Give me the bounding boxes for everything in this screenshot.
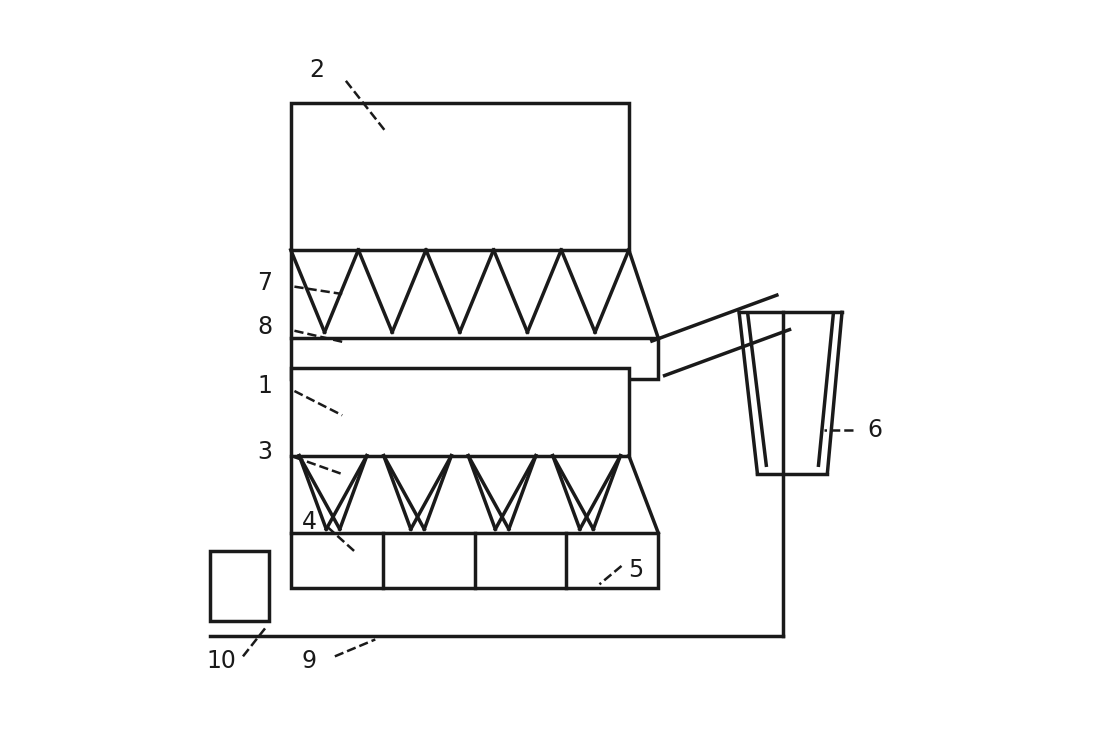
Bar	[290, 338, 659, 379]
Bar	[290, 368, 629, 456]
Bar	[210, 551, 269, 621]
Bar	[290, 533, 659, 588]
Text: 2: 2	[309, 58, 324, 82]
Text: 6: 6	[868, 418, 882, 442]
Text: 9: 9	[301, 650, 317, 673]
Text: 7: 7	[258, 271, 273, 295]
Text: 1: 1	[258, 374, 273, 398]
Text: 5: 5	[629, 558, 643, 581]
Text: 3: 3	[258, 440, 273, 464]
Text: 10: 10	[206, 650, 236, 673]
Text: 4: 4	[301, 510, 317, 534]
Text: 8: 8	[258, 315, 273, 339]
Bar	[290, 103, 629, 250]
